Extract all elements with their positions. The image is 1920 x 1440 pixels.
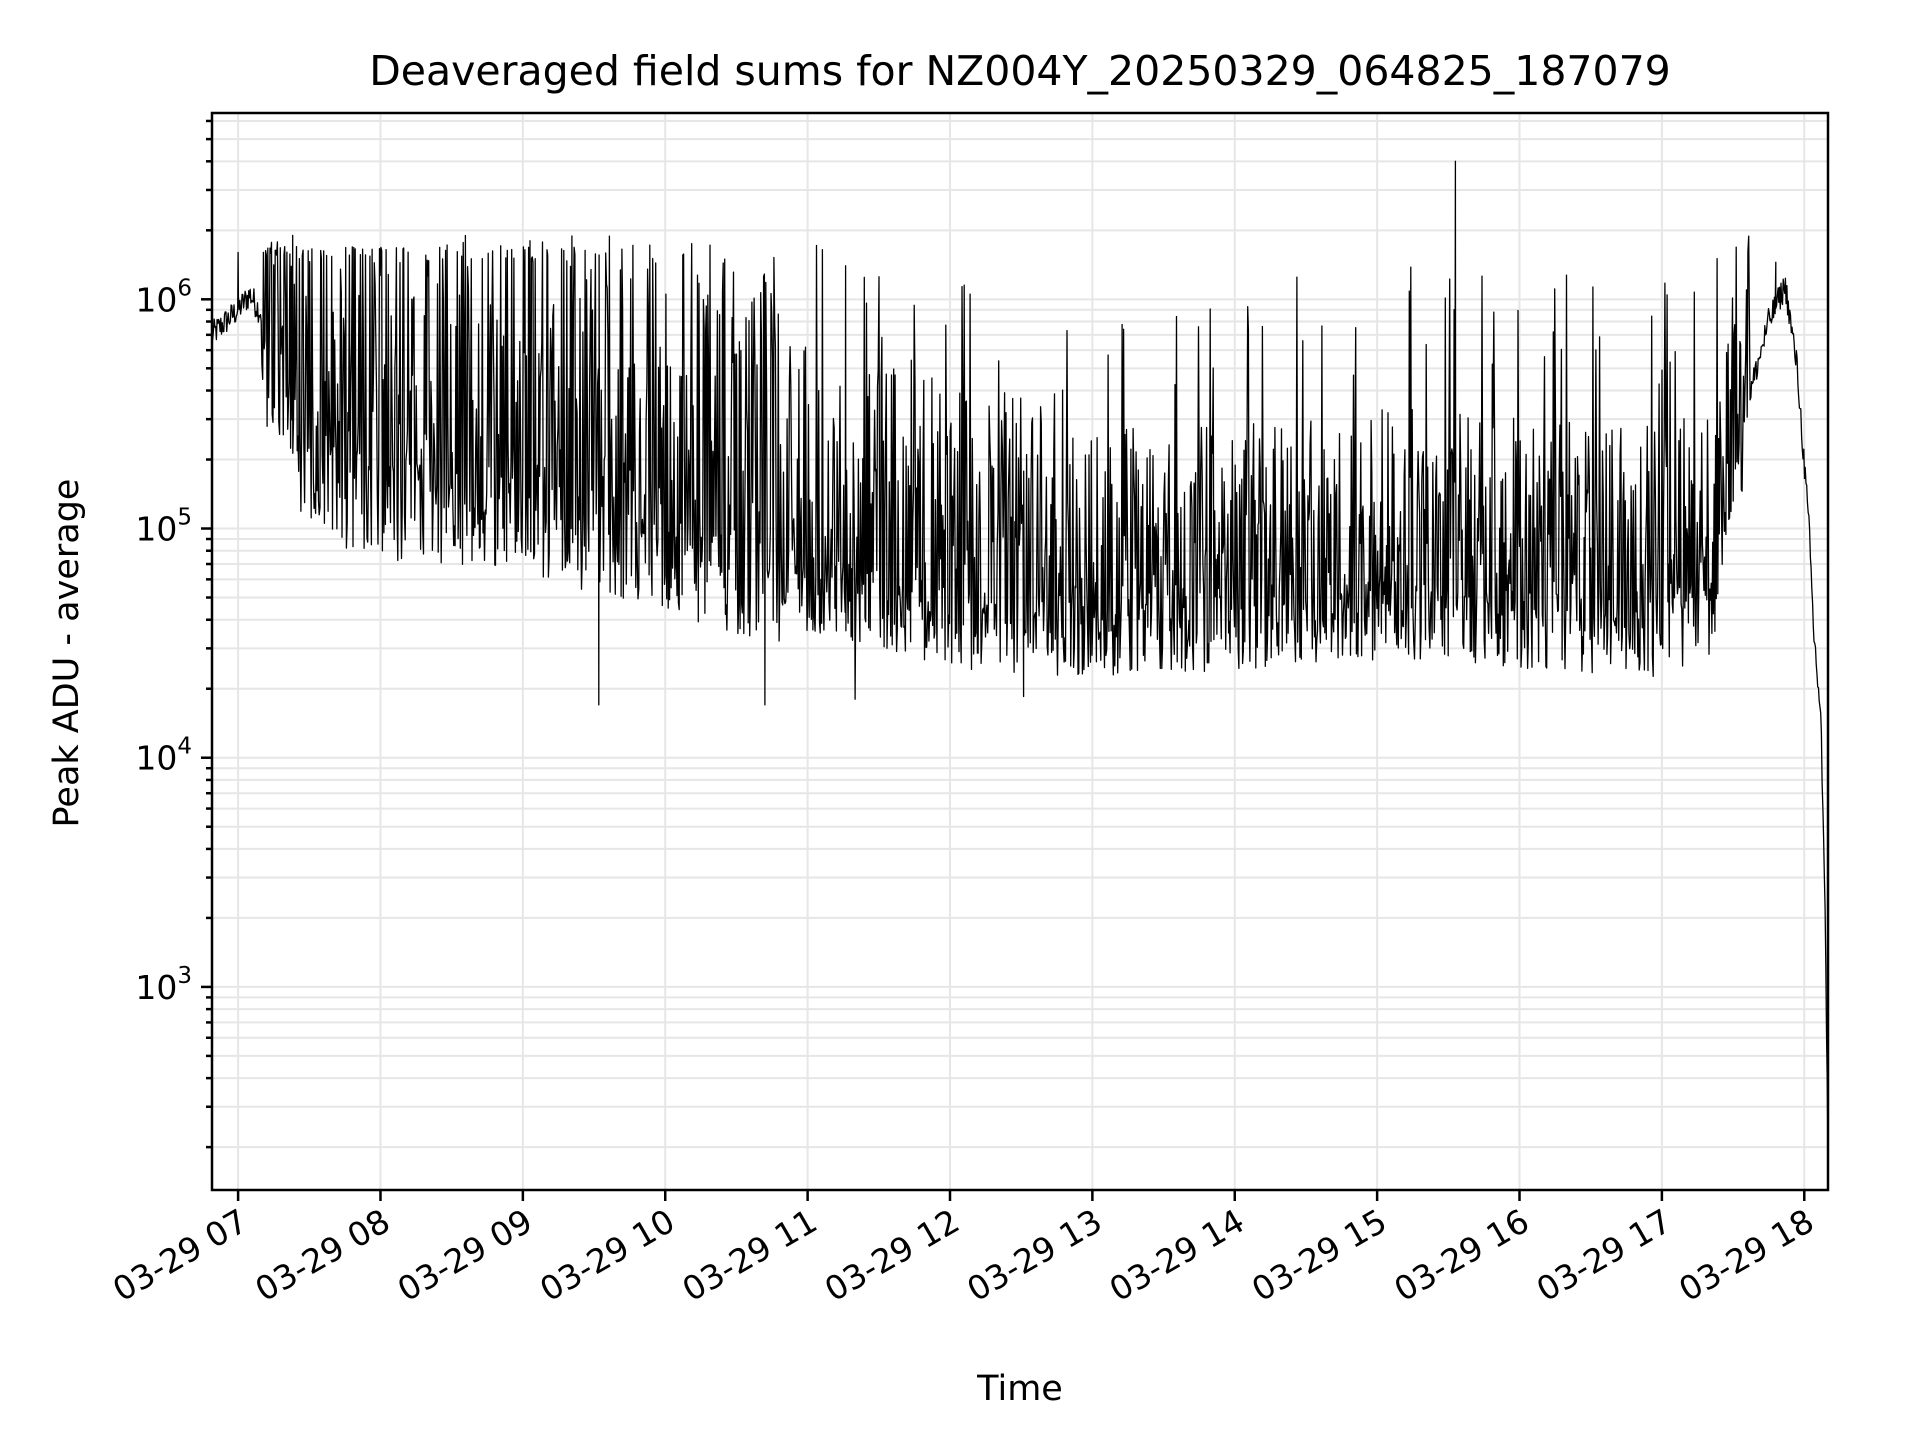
- grid-layer: [212, 113, 1828, 1190]
- y-axis-label: Peak ADU - average: [47, 479, 87, 828]
- x-tick-label: 03-29 17: [1530, 1201, 1678, 1309]
- x-tick-label: 03-29 11: [676, 1201, 824, 1309]
- series-layer: [211, 160, 1829, 1156]
- y-tick-label: 105: [135, 505, 192, 549]
- x-tick-label: 03-29 08: [248, 1201, 396, 1309]
- x-tick-label: 03-29 15: [1245, 1201, 1393, 1309]
- plot-frame: [210, 111, 1830, 1192]
- x-tick-label: 03-29 18: [1672, 1201, 1820, 1309]
- series-line: [211, 160, 1829, 1156]
- x-tick-label: 03-29 13: [960, 1201, 1108, 1309]
- y-axis: 103 104 105 106: [135, 119, 212, 1149]
- y-tick-label: 106: [135, 275, 192, 319]
- y-tick-label: 103: [135, 963, 192, 1007]
- x-tick-label: 03-29 10: [533, 1201, 681, 1309]
- chart-title: Deaveraged field sums for NZ004Y_2025032…: [369, 47, 1671, 95]
- x-axis-label: Time: [976, 1369, 1063, 1409]
- x-tick-label: 03-29 14: [1103, 1201, 1251, 1309]
- x-tick-label: 03-29 07: [106, 1201, 254, 1309]
- x-tick-label: 03-29 16: [1388, 1201, 1536, 1309]
- y-tick-label: 104: [135, 734, 192, 778]
- x-tick-label: 03-29 12: [818, 1201, 966, 1309]
- x-tick-label: 03-29 09: [391, 1201, 539, 1309]
